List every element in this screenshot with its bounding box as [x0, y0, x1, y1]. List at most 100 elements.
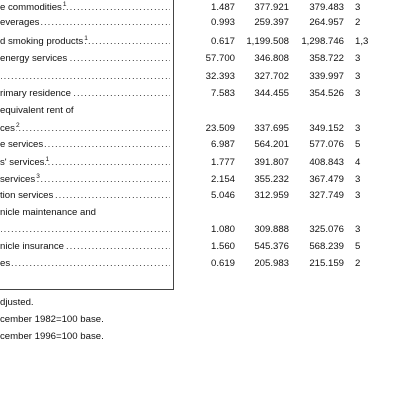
footnote-marker: 1 [84, 35, 88, 42]
cell-c3: 408.843 [309, 157, 344, 168]
row-label-text: tion services [0, 190, 55, 201]
table-row: ces2 23.509 337.695 349.152 3 [0, 122, 400, 135]
cell-c3: 339.997 [309, 71, 344, 82]
cell-c1: 23.509 [205, 123, 235, 134]
footnote-line: cember 1996=100 base. [0, 331, 104, 342]
row-label-text: services [0, 174, 37, 185]
cell-c2: 259.397 [254, 17, 289, 28]
table-row: services3 2.154 355.232 367.479 3 [0, 173, 400, 186]
footnote-marker: 1 [62, 1, 67, 8]
row-label: services3 [0, 173, 170, 186]
table-row: rimary residence 7.583 344.455 354.526 3 [0, 87, 400, 100]
cell-c3: 327.749 [309, 190, 344, 201]
row-label-text: energy services [0, 53, 69, 64]
footnote-line: djusted. [0, 297, 34, 308]
row-label: ces2 [0, 122, 170, 135]
table-row: nicle insurance 1.560 545.376 568.239 5 [0, 240, 400, 253]
row-label-text: s' services [0, 157, 46, 168]
cell-c2: 327.702 [254, 71, 289, 82]
cell-c4: 5 [355, 241, 361, 252]
footnote-line: cember 1982=100 base. [0, 314, 104, 325]
row-label-text: e commodities [0, 2, 63, 13]
cell-c2: 205.983 [254, 258, 289, 269]
cell-c2: 1,199.508 [246, 36, 289, 47]
cell-c1: 0.619 [210, 258, 235, 269]
row-label-text: ces [0, 123, 16, 134]
cell-c1: 0.993 [210, 17, 235, 28]
cell-c1: 1.080 [210, 224, 235, 235]
row-label-text: e services [0, 139, 45, 150]
row-label: rimary residence [0, 87, 170, 100]
cell-c2: 355.232 [254, 174, 289, 185]
cell-c3: 215.159 [309, 258, 344, 269]
cell-c4: 5 [355, 139, 361, 150]
cell-c4: 2 [355, 258, 361, 269]
row-label-text [0, 71, 1, 82]
table-row: everages 0.993 259.397 264.957 2 [0, 16, 400, 29]
cell-c4: 3 [355, 123, 361, 134]
row-label: e commodities1 [0, 1, 170, 14]
table-bottom-rule [0, 289, 174, 290]
cell-c4: 3 [355, 71, 361, 82]
row-label: nicle insurance [0, 240, 170, 253]
table-row: d smoking products1 0.617 1,199.508 1,298.7… [0, 35, 400, 48]
table-row: s' services1 1.777 391.807 408.843 4 [0, 156, 400, 169]
cell-c4: 3 [355, 224, 361, 235]
cell-c1: 32.393 [205, 71, 235, 82]
row-label-text: nicle insurance [0, 241, 65, 252]
cell-c1: 1.487 [210, 2, 235, 13]
cell-c2: 564.201 [254, 139, 289, 150]
cell-c2: 312.959 [254, 190, 289, 201]
row-label-text: rimary residence [0, 88, 72, 99]
cell-c3: 367.479 [309, 174, 344, 185]
row-label: nicle maintenance and [0, 206, 170, 219]
cell-c1: 2.154 [210, 174, 235, 185]
cell-c1: 6.987 [210, 139, 235, 150]
row-label: equivalent rent of [0, 104, 170, 117]
table-row: nicle maintenance and [0, 206, 400, 219]
table-row: equivalent rent of [0, 104, 400, 117]
cell-c3: 264.957 [309, 17, 344, 28]
table-row: tion services 5.046 312.959 327.749 3 [0, 189, 400, 202]
cell-c3: 1,298.746 [301, 36, 344, 47]
cell-c2: 337.695 [254, 123, 289, 134]
cell-c3: 379.483 [309, 2, 344, 13]
row-label: s' services1 [0, 156, 170, 169]
cell-c1: 1.560 [210, 241, 235, 252]
cell-c1: 1.777 [210, 157, 235, 168]
row-label-text: everages [0, 17, 41, 28]
footnote-marker: 1 [45, 156, 50, 163]
row-label: everages [0, 16, 170, 29]
row-label-text: equivalent rent of [0, 105, 75, 116]
row-label: d smoking products1 [0, 35, 170, 48]
table-row: 1.080 309.888 325.076 3 [0, 223, 400, 236]
cell-c1: 5.046 [210, 190, 235, 201]
table-row: energy services 57.700 346.808 358.722 3 [0, 52, 400, 65]
cell-c2: 545.376 [254, 241, 289, 252]
row-label: e services [0, 138, 170, 151]
cell-c1: 57.700 [205, 53, 235, 64]
cell-c4: 3 [355, 190, 361, 201]
cell-c3: 358.722 [309, 53, 344, 64]
cell-c4: 3 [355, 53, 361, 64]
cell-c4: 1,3 [355, 36, 369, 47]
cell-c4: 3 [355, 2, 361, 13]
row-label [0, 70, 170, 83]
cell-c3: 354.526 [309, 88, 344, 99]
cell-c3: 325.076 [309, 224, 344, 235]
cell-c2: 309.888 [254, 224, 289, 235]
cell-c2: 377.921 [254, 2, 289, 13]
row-label-text: d smoking products [0, 36, 85, 47]
table-row: e services 6.987 564.201 577.076 5 [0, 138, 400, 151]
cell-c3: 349.152 [309, 123, 344, 134]
row-label-text [0, 224, 1, 235]
cell-c4: 4 [355, 157, 361, 168]
cell-c3: 577.076 [309, 139, 344, 150]
row-label [0, 223, 170, 236]
cell-c4: 3 [355, 88, 361, 99]
table-row: e commodities1 1.487 377.921 379.483 3 [0, 1, 400, 14]
cell-c4: 3 [355, 174, 361, 185]
cell-c2: 391.807 [254, 157, 289, 168]
table-row: es 0.619 205.983 215.159 2 [0, 257, 400, 270]
